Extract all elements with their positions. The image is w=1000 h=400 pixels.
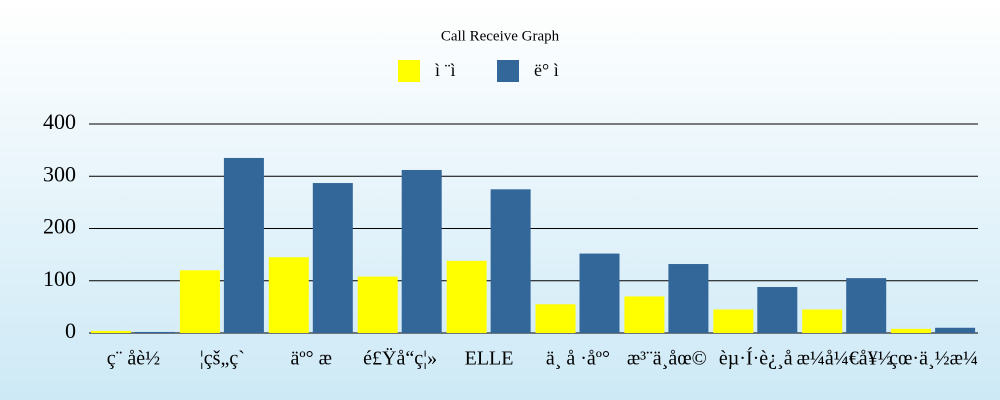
bar (446, 260, 487, 333)
y-tick-label: 400 (43, 109, 76, 134)
bar (179, 270, 220, 333)
bar (135, 331, 176, 333)
y-tick-label: 300 (43, 161, 76, 186)
bar (624, 296, 665, 333)
x-tick-label: çœ·ä¸½æ¼ (889, 348, 978, 370)
bar (579, 253, 620, 333)
legend-label: ë° ì (534, 60, 559, 80)
legend-swatch (398, 60, 420, 82)
x-tick-label: èµ·Í·è¿¸å (719, 347, 793, 370)
x-tick-label: ¦çš„ç` (200, 348, 245, 370)
bar (357, 276, 398, 333)
bar (935, 327, 976, 333)
bar (490, 189, 531, 333)
bar (91, 330, 132, 333)
y-tick-label: 200 (43, 214, 76, 239)
bar (268, 257, 309, 333)
x-tick-label: ç¨ åè½ (107, 348, 160, 370)
bar (846, 278, 887, 333)
bar (757, 287, 798, 333)
bar (401, 169, 442, 333)
bar (312, 183, 353, 333)
chart-title: Call Receive Graph (441, 28, 560, 44)
y-tick-label: 100 (43, 266, 76, 291)
x-tick-label: ELLE (465, 348, 514, 370)
bar (713, 309, 754, 333)
bar (223, 157, 264, 333)
legend-swatch (497, 60, 519, 82)
x-tick-label: é£Ÿå“ç¦» (363, 347, 437, 370)
x-tick-label: æ¼å¼€å¥½ (797, 348, 893, 370)
bar (802, 309, 843, 333)
bar (668, 264, 709, 333)
x-tick-label: æ³¨ä¸åœ© (627, 348, 707, 370)
y-tick-label: 0 (65, 318, 76, 343)
bar (891, 328, 932, 333)
x-tick-label: äº° æ (291, 348, 332, 370)
bar (535, 304, 576, 333)
x-tick-label: ä¸ å ·åº° (546, 348, 610, 370)
legend-label: ì ¨ì (435, 60, 456, 80)
